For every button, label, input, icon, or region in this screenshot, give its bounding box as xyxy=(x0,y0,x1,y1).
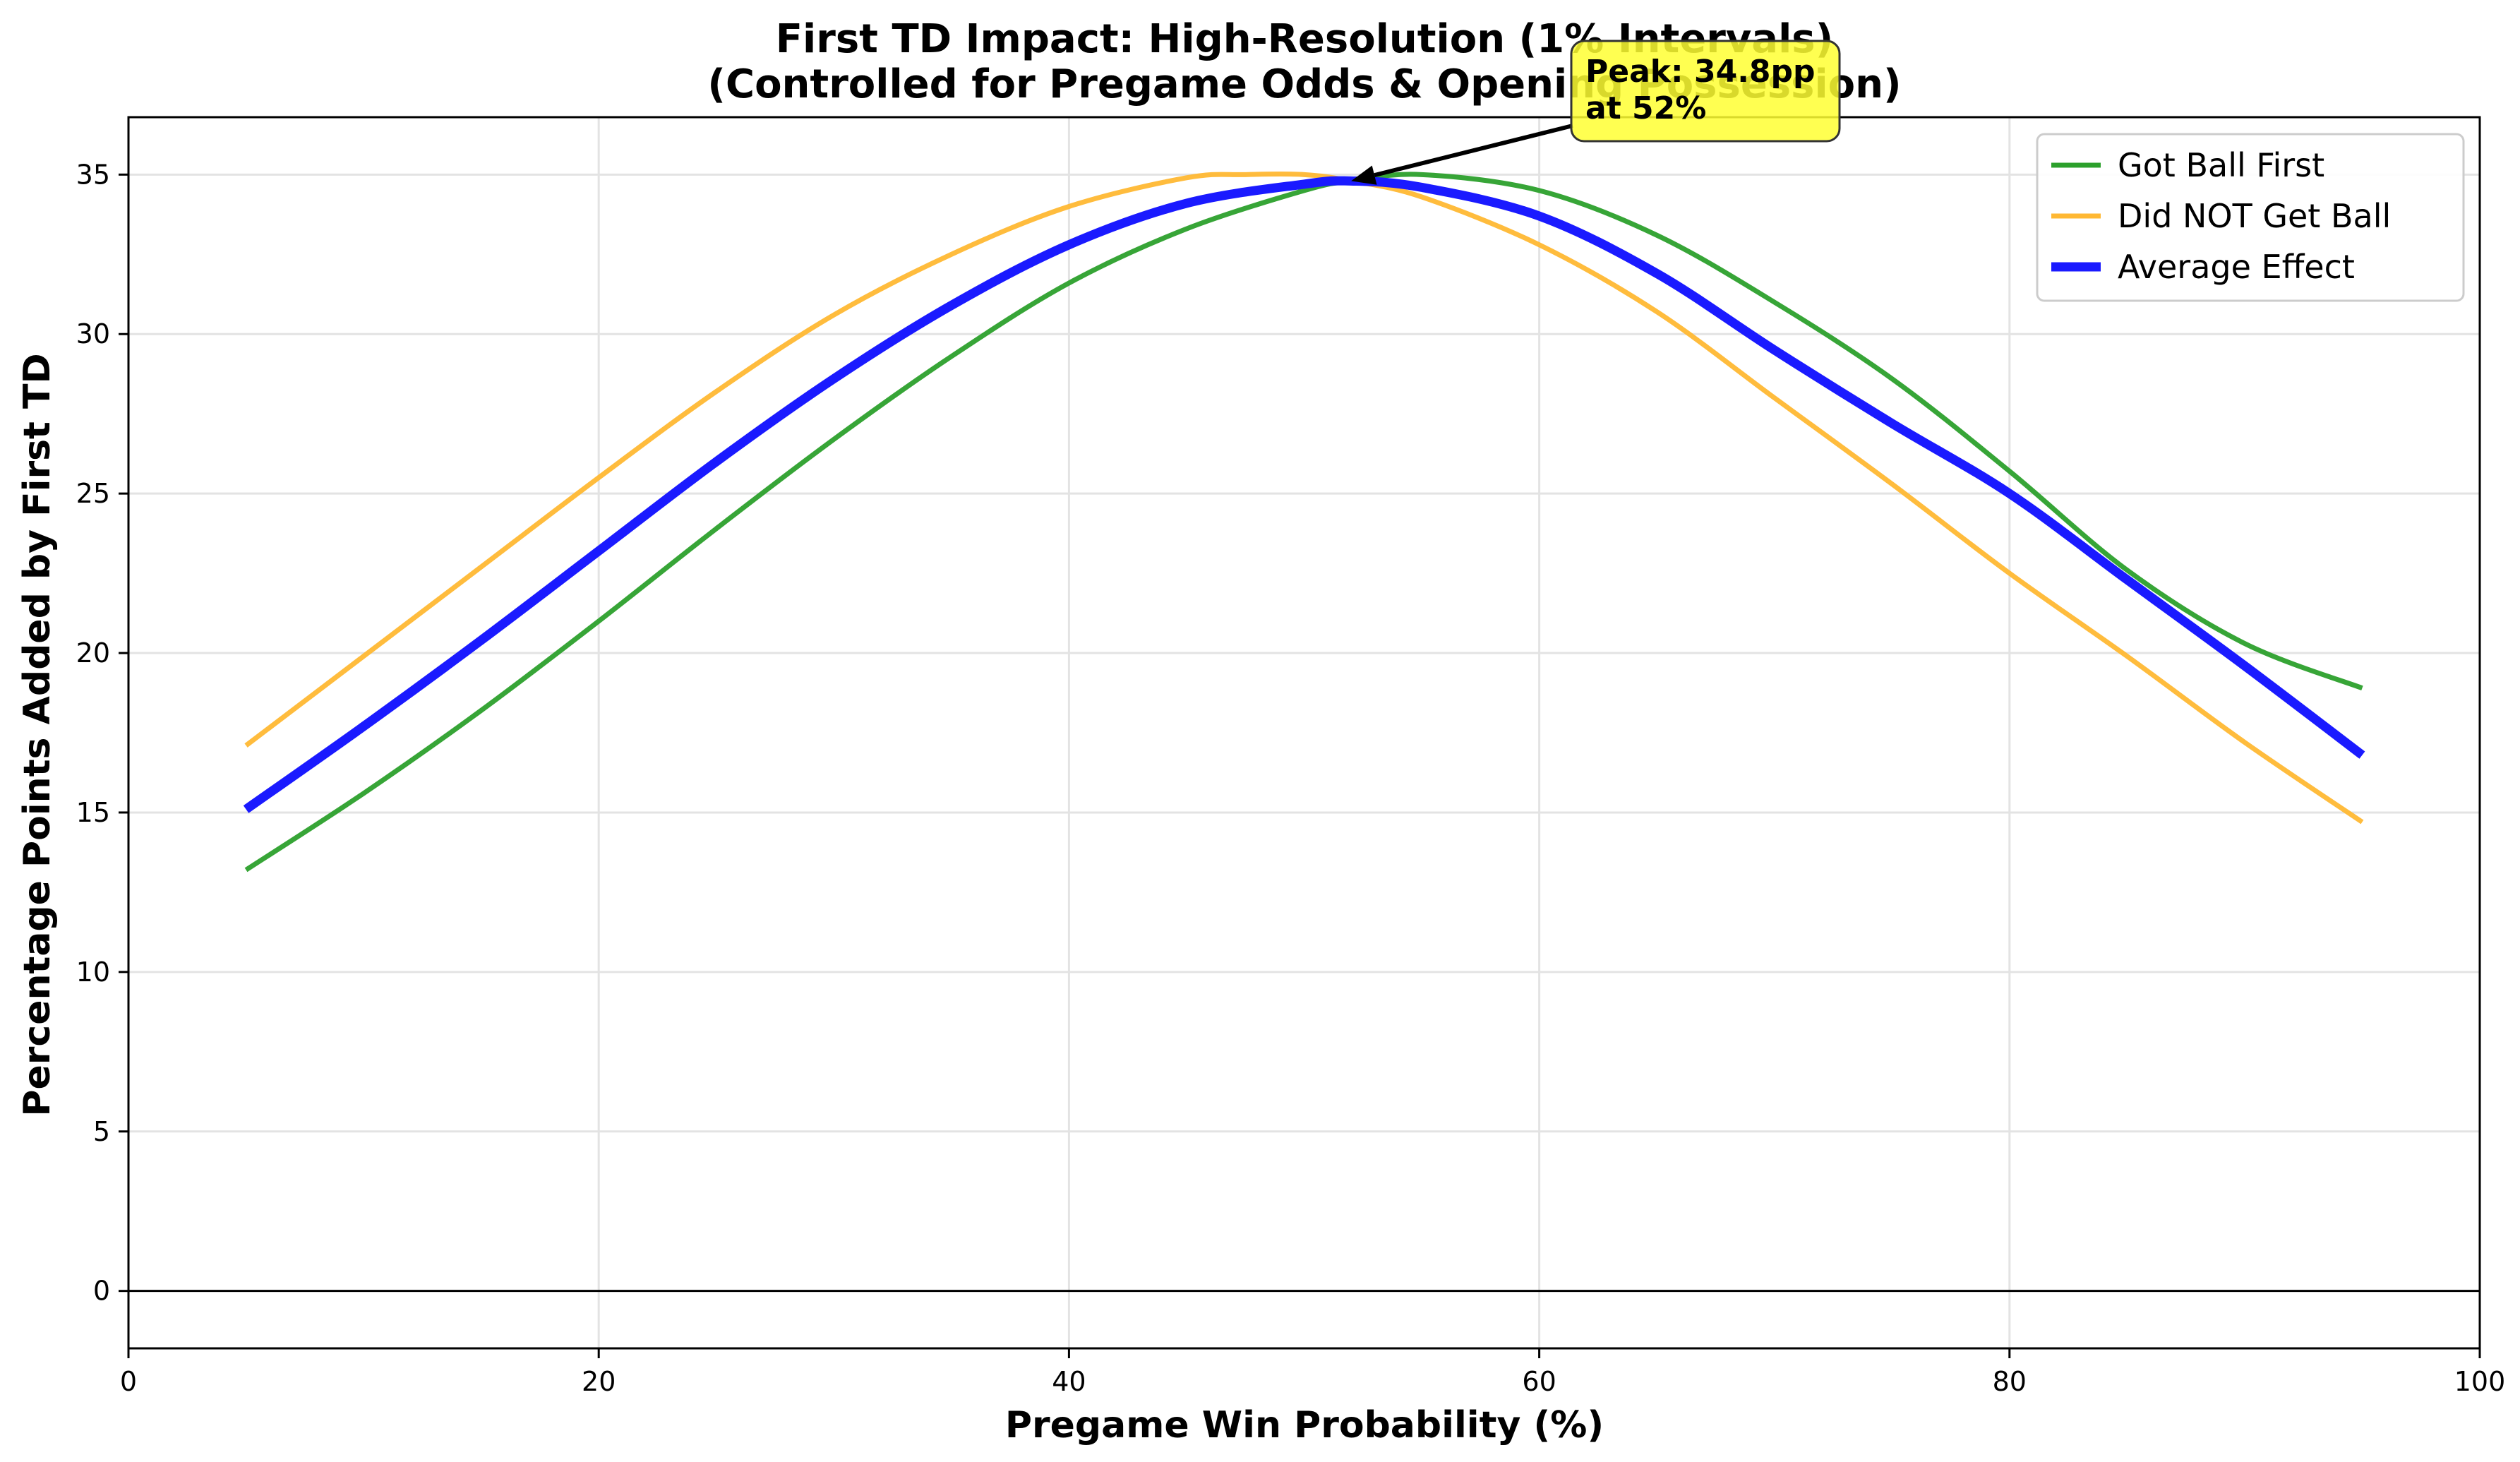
annotation-arrow xyxy=(1374,124,1573,178)
series-line-did-not-get-ball xyxy=(244,171,2364,825)
x-tick-label: 40 xyxy=(1052,1366,1086,1397)
y-tick-label: 25 xyxy=(76,478,110,509)
series-layer xyxy=(243,171,2365,873)
y-tick-label: 10 xyxy=(76,957,110,988)
legend-frame xyxy=(2036,133,2465,302)
legend-label-got-ball-first: Got Ball First xyxy=(2118,146,2324,184)
x-tick-label: 80 xyxy=(1993,1366,2027,1397)
annotation-text-line2: at 52% xyxy=(1585,90,1706,126)
annotation-arrow-head xyxy=(1351,165,1377,185)
legend-label-average-effect: Average Effect xyxy=(2118,248,2355,286)
y-tick-label: 30 xyxy=(76,318,110,349)
x-tick-label: 20 xyxy=(582,1366,616,1397)
y-tick-label: 15 xyxy=(76,797,110,828)
x-tick-label: 0 xyxy=(120,1366,137,1397)
y-tick-label: 35 xyxy=(76,159,110,190)
x-tick-label: 60 xyxy=(1522,1366,1556,1397)
x-axis-label: Pregame Win Probability (%) xyxy=(1005,1404,1604,1446)
peak-annotation: Peak: 34.8pp at 52% xyxy=(1351,40,1841,185)
y-tick-label: 20 xyxy=(76,637,110,669)
y-axis-label: Percentage Points Added by First TD xyxy=(16,353,59,1116)
series-line-average-effect xyxy=(243,176,2365,813)
plot-frame xyxy=(127,116,2481,1350)
axis-ticks: 0 20 40 60 80 100 0 5 10 15 20 25 30 35 xyxy=(76,159,2506,1397)
series-line-got-ball-first xyxy=(244,172,2363,873)
annotation-text-line1: Peak: 34.8pp xyxy=(1585,54,1816,90)
x-tick-label: 100 xyxy=(2454,1366,2506,1397)
y-tick-label: 5 xyxy=(93,1116,110,1147)
legend-label-did-not-get-ball: Did NOT Get Ball xyxy=(2118,197,2391,235)
annotation-box xyxy=(1570,40,1841,143)
y-tick-label: 0 xyxy=(93,1276,110,1307)
legend: Got Ball First Did NOT Get Ball Average Ef… xyxy=(2036,133,2465,302)
